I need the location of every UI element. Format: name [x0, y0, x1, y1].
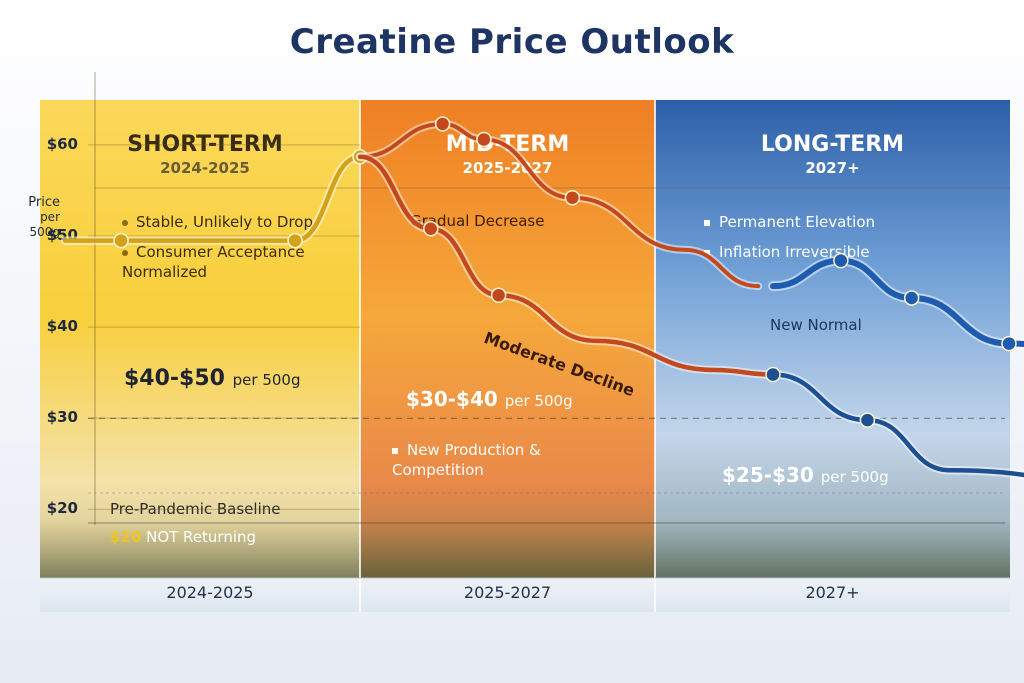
period-name: LONG-TERM: [760, 132, 905, 157]
x-label-mid: 2025-2027: [463, 583, 552, 602]
bullet-icon: [122, 249, 128, 256]
bullet-icon: [122, 219, 128, 226]
period-header-long: LONG-TERM 2027+: [655, 132, 1010, 177]
data-point: [903, 290, 920, 306]
price-range-long: $25-$30 per 500g: [722, 463, 889, 487]
annotation-new-normal: New Normal: [770, 316, 862, 334]
bullet-long-1: Permanent Elevation: [704, 212, 875, 232]
y-tick-label: $20: [46, 499, 78, 518]
y-tick-label: $60: [46, 134, 78, 153]
period-header-short: SHORT-TERM 2024-2025: [60, 132, 350, 177]
annotation-not-returning: $20 NOT Returning: [110, 528, 257, 546]
data-point: [113, 232, 129, 249]
price-range-short: $40-$50 per 500g: [124, 366, 301, 391]
data-point: [434, 116, 451, 132]
bullet-mid-1: New Production & Competition: [392, 441, 541, 479]
y-tick-label: $30: [46, 408, 78, 427]
data-point: [476, 131, 492, 148]
bullet-short-1: Stable, Unlikely to Drop: [122, 212, 313, 232]
data-point: [859, 412, 876, 428]
bullet-icon: [392, 447, 398, 454]
annotation-baseline: Pre-Pandemic Baseline: [110, 500, 281, 518]
bullet-short-2: Consumer Acceptance Normalized: [122, 243, 305, 281]
x-label-short: 2024-2025: [166, 583, 254, 602]
data-point: [765, 366, 781, 383]
chart-title: Creatine Price Outlook: [289, 22, 735, 62]
y-axis-title: Price per 500g: [28, 195, 60, 239]
price-range-mid: $30-$40 per 500g: [406, 387, 573, 411]
y-tick-label: $40: [46, 317, 78, 336]
series-line-long-term-baseline: [770, 372, 1024, 478]
x-label-long: 2027+: [805, 583, 860, 602]
series-line-gradual-decrease: [358, 121, 761, 289]
data-point: [833, 252, 849, 269]
series-glow-2: [355, 152, 778, 379]
period-name: SHORT-TERM: [127, 132, 283, 157]
period-years: 2027+: [805, 159, 860, 177]
data-point: [423, 220, 439, 237]
bullet-icon: [704, 219, 710, 226]
annotation-gradual-decrease: Gradual Decrease: [410, 212, 545, 230]
series-line-moderate-decline: [357, 154, 776, 377]
series-line-short-term-trend: [62, 154, 363, 243]
data-point: [564, 190, 581, 206]
data-point: [1001, 335, 1017, 352]
series-glow-1: [356, 119, 763, 291]
data-point: [287, 232, 303, 249]
period-years: 2024-2025: [160, 159, 250, 177]
series-glow-4: [768, 255, 1024, 350]
data-point: [490, 287, 507, 304]
